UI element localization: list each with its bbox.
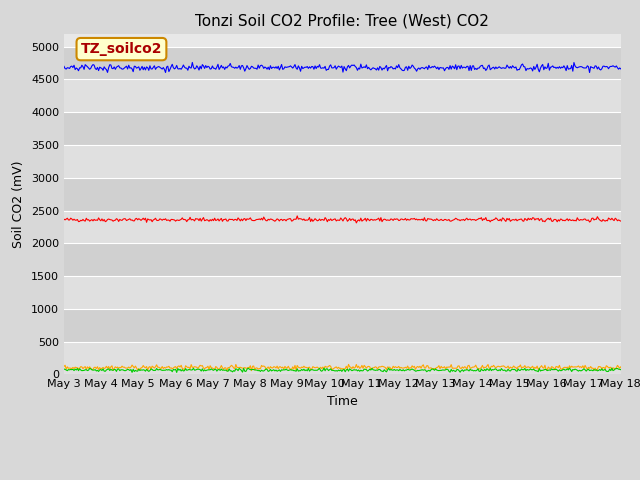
-2cm (519, 218, 527, 224)
-4cm (394, 365, 401, 371)
-4cm (345, 361, 353, 367)
-2cm (60, 216, 68, 222)
-2cm (329, 217, 337, 223)
-8cm (617, 367, 625, 372)
-8cm (566, 365, 573, 371)
Bar (64, 112, 621, 145)
-16cm (393, 63, 401, 69)
-4cm (364, 364, 371, 370)
-16cm (518, 62, 525, 68)
Text: TZ_soilco2: TZ_soilco2 (81, 42, 162, 56)
-4cm (617, 364, 625, 370)
-16cm (60, 63, 68, 69)
-2cm (364, 216, 371, 221)
-16cm (326, 63, 333, 69)
-2cm (606, 216, 614, 222)
-2cm (394, 216, 401, 222)
Y-axis label: Soil CO2 (mV): Soil CO2 (mV) (12, 160, 26, 248)
-4cm (60, 363, 68, 369)
-8cm (326, 367, 333, 372)
Bar (64, 145, 621, 178)
-8cm (393, 367, 401, 373)
-16cm (329, 65, 337, 71)
-8cm (362, 367, 370, 372)
Line: -16cm: -16cm (64, 62, 621, 72)
-16cm (617, 66, 625, 72)
-2cm (617, 218, 625, 224)
-2cm (326, 217, 333, 223)
-8cm (518, 366, 525, 372)
Bar (64, 211, 621, 243)
-8cm (329, 367, 337, 373)
Bar (64, 178, 621, 211)
Bar (64, 47, 621, 80)
Line: -8cm: -8cm (64, 368, 621, 372)
-4cm (223, 368, 231, 373)
-8cm (60, 366, 68, 372)
-16cm (362, 62, 370, 68)
-8cm (173, 370, 180, 375)
-4cm (329, 366, 337, 372)
-8cm (606, 366, 614, 372)
Line: -2cm: -2cm (64, 216, 621, 223)
-16cm (606, 64, 614, 70)
-2cm (353, 220, 360, 226)
-4cm (606, 365, 614, 371)
-16cm (189, 60, 196, 65)
Legend: -2cm, -4cm, -8cm, -16cm: -2cm, -4cm, -8cm, -16cm (165, 476, 520, 480)
Bar (64, 80, 621, 112)
-4cm (519, 364, 527, 370)
-16cm (586, 70, 593, 75)
-2cm (293, 213, 301, 219)
Line: -4cm: -4cm (64, 364, 621, 371)
Bar (64, 309, 621, 342)
Bar (64, 243, 621, 276)
Bar (64, 342, 621, 374)
X-axis label: Time: Time (327, 395, 358, 408)
Title: Tonzi Soil CO2 Profile: Tree (West) CO2: Tonzi Soil CO2 Profile: Tree (West) CO2 (195, 13, 490, 28)
-4cm (326, 363, 333, 369)
Bar (64, 276, 621, 309)
